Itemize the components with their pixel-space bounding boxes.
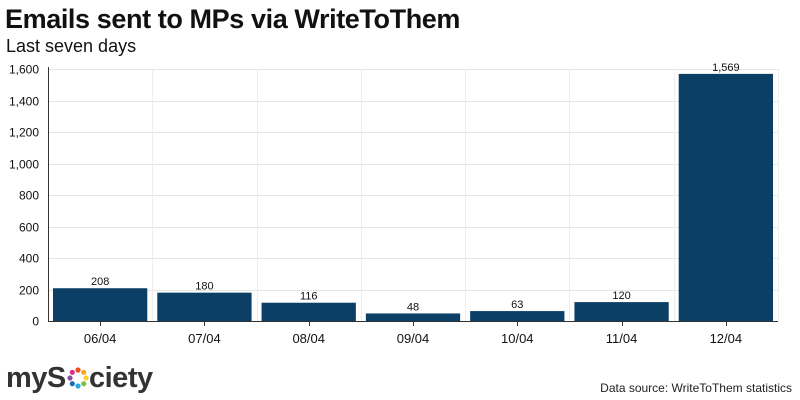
grid-lines xyxy=(48,69,779,321)
logo-dot-ring xyxy=(67,367,89,389)
bars xyxy=(53,73,773,321)
bar-06-04 xyxy=(53,288,148,321)
bar-07-04 xyxy=(157,292,252,321)
x-tick-label: 12/04 xyxy=(710,331,743,346)
axes: 0 200 400 600 800 1,000 1,200 1,400 1,600 208 06/0… xyxy=(9,62,778,346)
mysociety-logo: myS ciety xyxy=(6,360,166,400)
bar-value-label: 48 xyxy=(407,301,419,313)
x-tick-label: 09/04 xyxy=(397,331,430,346)
y-tick-label: 600 xyxy=(19,221,39,235)
chart-title: Emails sent to MPs via WriteToThem xyxy=(5,4,461,34)
bar-value-label: 1,569 xyxy=(712,62,740,74)
svg-text:myS: myS xyxy=(6,362,66,394)
x-tick-label: 10/04 xyxy=(501,331,534,346)
bar-11-04 xyxy=(574,302,669,321)
bar-10-04 xyxy=(470,311,565,321)
y-tick-label: 400 xyxy=(19,252,39,266)
data-source-note: Data source: WriteToThem statistics xyxy=(600,381,792,395)
bar-value-label: 63 xyxy=(511,299,523,311)
y-tick-label: 800 xyxy=(19,189,39,203)
bar-09-04 xyxy=(365,313,461,321)
bar-value-label: 120 xyxy=(612,290,630,302)
y-tick-label: 1,200 xyxy=(9,126,39,140)
y-tick-label: 200 xyxy=(19,284,39,298)
bar-value-label: 180 xyxy=(195,281,213,293)
x-tick-label: 11/04 xyxy=(606,331,638,346)
y-tick-label: 1,000 xyxy=(9,158,39,172)
bar-value-label: 116 xyxy=(300,291,318,303)
y-tick-label: 1,400 xyxy=(9,95,39,109)
bar-08-04 xyxy=(261,302,356,321)
x-tick-label: 07/04 xyxy=(188,331,221,346)
y-tick-label: 0 xyxy=(32,315,39,329)
bar-12-04 xyxy=(678,73,773,321)
x-tick-label: 08/04 xyxy=(292,331,325,346)
chart-subtitle: Last seven days xyxy=(6,36,137,56)
y-tick-label: 1,600 xyxy=(9,63,39,77)
svg-text:ciety: ciety xyxy=(89,362,153,394)
x-tick-label: 06/04 xyxy=(84,331,117,346)
mysociety-logo-mark: myS ciety xyxy=(6,362,153,394)
bar-value-label: 208 xyxy=(91,276,109,288)
